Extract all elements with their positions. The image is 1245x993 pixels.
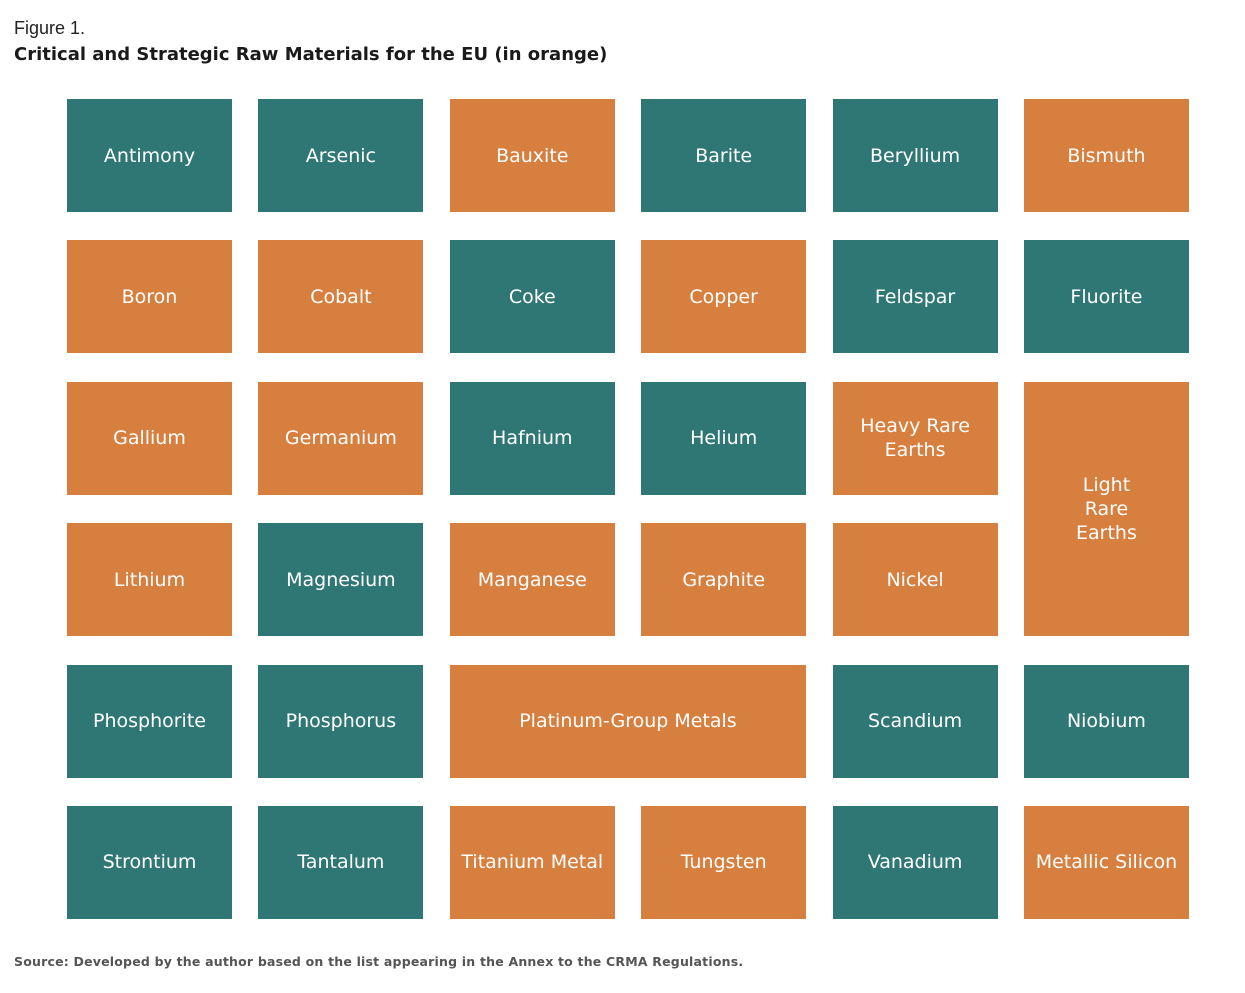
figure-label: Figure 1. [14, 18, 86, 38]
material-tile: Niobium [1023, 664, 1189, 778]
material-tile: Beryllium [832, 99, 998, 212]
figure-title: Critical and Strategic Raw Materials for… [14, 44, 608, 65]
material-tile: Cobalt [258, 240, 424, 354]
material-tile: Tantalum [258, 805, 424, 919]
material-tile: Lithium [67, 523, 232, 637]
material-tile: Scandium [832, 664, 998, 778]
material-tile: Gallium [67, 381, 232, 495]
material-tile: Feldspar [832, 240, 998, 354]
materials-grid: Antimony Arsenic Bauxite Barite Berylliu… [67, 99, 1189, 919]
material-tile: Vanadium [832, 805, 998, 919]
material-tile: Germanium [258, 381, 424, 495]
material-tile: Boron [67, 240, 232, 354]
material-tile: Barite [641, 99, 807, 212]
material-tile: Heavy Rare Earths [832, 381, 998, 495]
source-note: Source: Developed by the author based on… [14, 954, 744, 969]
material-tile: Fluorite [1023, 240, 1189, 354]
material-tile: Light Rare Earths [1023, 381, 1189, 637]
material-tile: Hafnium [449, 381, 615, 495]
material-tile: Strontium [67, 805, 232, 919]
material-tile: Phosphorus [258, 664, 424, 778]
material-tile: Tungsten [641, 805, 807, 919]
material-tile: Bauxite [449, 99, 615, 212]
material-tile: Helium [641, 381, 807, 495]
material-tile: Magnesium [258, 523, 424, 637]
material-tile: Arsenic [258, 99, 424, 212]
material-tile: Copper [641, 240, 807, 354]
material-tile: Metallic Silicon [1023, 805, 1189, 919]
material-tile: Phosphorite [67, 664, 232, 778]
material-tile: Antimony [67, 99, 232, 212]
material-tile: Manganese [449, 523, 615, 637]
material-tile: Nickel [832, 523, 998, 637]
material-tile: Titanium Metal [449, 805, 615, 919]
material-tile: Coke [449, 240, 615, 354]
material-tile: Graphite [641, 523, 807, 637]
material-tile: Bismuth [1023, 99, 1189, 212]
material-tile: Platinum-Group Metals [449, 664, 807, 778]
